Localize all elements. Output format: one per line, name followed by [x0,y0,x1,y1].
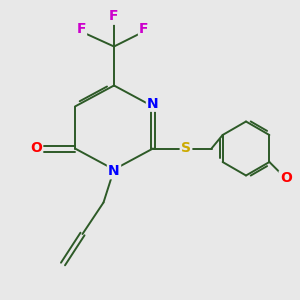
Text: N: N [108,164,120,178]
Text: F: F [139,22,149,35]
Text: O: O [30,142,42,155]
Text: N: N [147,97,159,110]
Text: S: S [181,142,191,155]
Text: F: F [76,22,86,35]
Text: F: F [109,10,119,23]
Text: O: O [280,172,292,185]
